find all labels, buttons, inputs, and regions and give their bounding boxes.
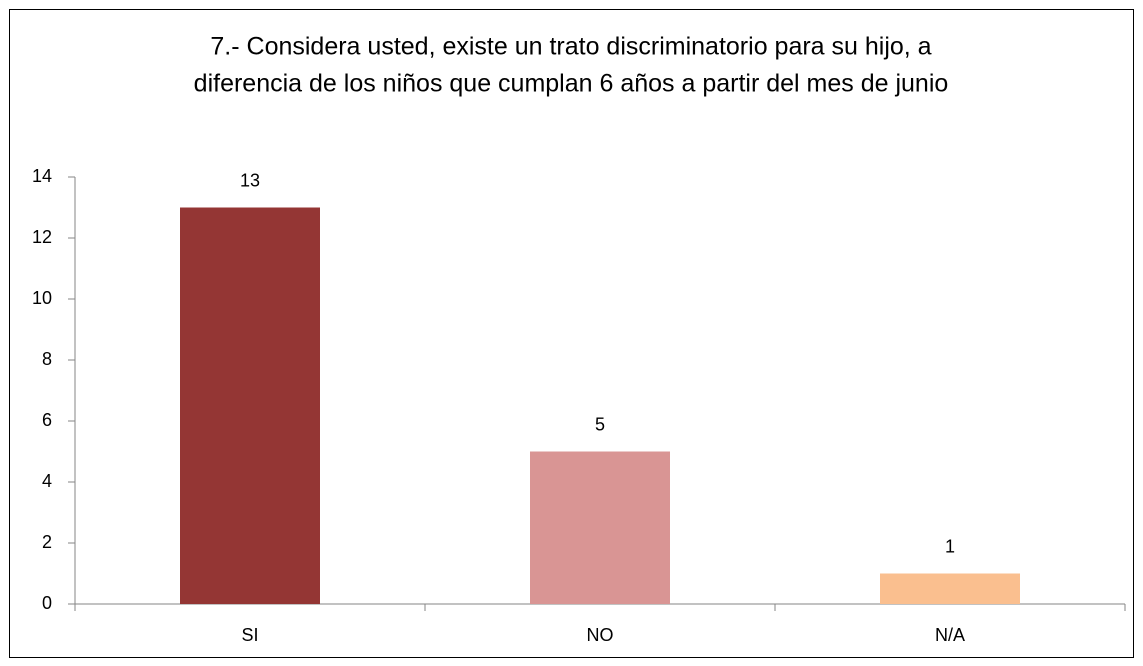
bar bbox=[880, 573, 1020, 604]
x-tick-label: NO bbox=[587, 625, 614, 645]
y-tick-label: 10 bbox=[32, 288, 52, 308]
y-tick-label: 14 bbox=[32, 166, 52, 186]
data-label: 1 bbox=[945, 536, 955, 556]
y-tick-label: 6 bbox=[42, 410, 52, 430]
y-tick-label: 2 bbox=[42, 532, 52, 552]
y-tick-label: 4 bbox=[42, 471, 52, 491]
chart-title: 7.- Considera usted, existe un trato dis… bbox=[210, 33, 931, 61]
y-tick-label: 8 bbox=[42, 349, 52, 369]
bar bbox=[530, 451, 670, 604]
chart-title: diferencia de los niños que cumplan 6 añ… bbox=[194, 70, 949, 98]
y-tick-label: 0 bbox=[42, 593, 52, 613]
data-label: 5 bbox=[595, 414, 605, 434]
x-tick-label: SI bbox=[241, 625, 258, 645]
y-tick-label: 12 bbox=[32, 227, 52, 247]
data-label: 13 bbox=[240, 170, 260, 190]
bar bbox=[180, 207, 320, 604]
x-tick-label: N/A bbox=[935, 625, 965, 645]
